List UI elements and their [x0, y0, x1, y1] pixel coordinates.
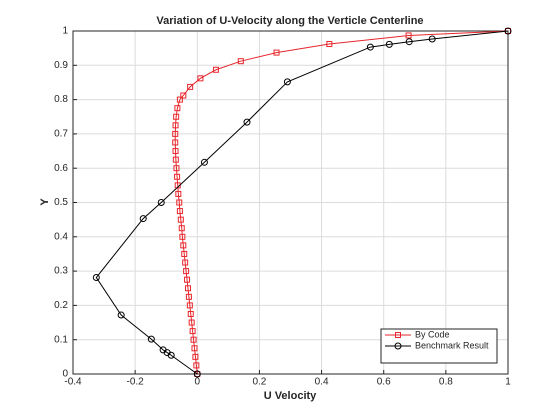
data-point — [183, 268, 190, 275]
data-point — [182, 259, 189, 266]
legend-label: Benchmark Result — [415, 340, 489, 350]
x-tick-label: -0.2 — [127, 377, 145, 388]
x-axis-label: U Velocity — [264, 390, 317, 402]
data-point — [385, 40, 393, 48]
y-tick-label: 0.5 — [54, 197, 68, 208]
data-point — [147, 335, 155, 343]
data-point — [186, 302, 193, 309]
data-point — [273, 49, 280, 56]
data-point — [504, 27, 512, 35]
data-point — [157, 199, 165, 206]
y-tick-label: 0.7 — [54, 129, 68, 140]
data-point — [176, 199, 183, 206]
data-point — [188, 319, 195, 326]
y-tick-label: 0.6 — [54, 163, 68, 174]
data-point — [191, 345, 198, 352]
data-point — [172, 130, 179, 137]
data-point — [181, 250, 188, 257]
data-point — [187, 83, 194, 90]
data-point — [117, 311, 125, 319]
x-tick-label: 1 — [505, 377, 511, 388]
data-point — [283, 78, 291, 86]
legend-marker — [395, 332, 401, 338]
data-point — [173, 113, 180, 120]
data-point — [139, 215, 147, 223]
data-point — [172, 156, 179, 163]
data-point — [193, 362, 200, 369]
data-point — [200, 158, 208, 166]
data-point — [180, 242, 187, 249]
y-tick-label: 0.8 — [54, 94, 68, 105]
legend-marker — [394, 342, 402, 350]
data-point — [405, 32, 412, 39]
x-tick-label: 0.2 — [252, 377, 266, 388]
data-point — [176, 208, 183, 215]
data-point — [175, 190, 182, 197]
x-tick-label: 0.8 — [439, 377, 453, 388]
data-point — [197, 75, 204, 82]
data-point — [193, 370, 201, 378]
data-point — [243, 118, 251, 126]
data-point — [326, 41, 333, 48]
data-point — [185, 293, 192, 300]
x-tick-label: -0.4 — [64, 377, 82, 388]
data-point — [172, 139, 179, 146]
chart-title: Variation of U-Velocity along the Vertic… — [156, 15, 423, 27]
data-point — [428, 35, 436, 43]
y-tick-label: 0.9 — [54, 60, 68, 71]
plot-frame — [72, 30, 509, 375]
data-point — [172, 148, 179, 155]
data-point — [184, 285, 191, 292]
legend-label: By Code — [415, 329, 450, 339]
data-point — [173, 165, 180, 172]
y-tick-label: 0.1 — [54, 334, 68, 345]
data-point — [405, 38, 413, 46]
y-axis-label: Y — [39, 198, 51, 206]
y-tick-label: 0.2 — [54, 300, 68, 311]
y-tick-label: 0 — [62, 369, 68, 380]
data-point — [176, 96, 183, 103]
y-tick-label: 0.4 — [54, 231, 68, 242]
data-point — [172, 122, 179, 129]
data-point — [178, 225, 185, 232]
data-point — [179, 233, 186, 240]
data-point — [180, 92, 187, 99]
data-point — [237, 58, 244, 65]
data-point — [174, 173, 181, 180]
data-point — [190, 336, 197, 343]
data-point — [159, 346, 167, 354]
x-tick-label: 0.4 — [315, 377, 329, 388]
x-tick-label: 0.6 — [377, 377, 391, 388]
data-point — [184, 276, 191, 283]
data-point — [177, 216, 184, 223]
data-point — [189, 328, 196, 335]
data-point — [187, 310, 194, 317]
data-point — [366, 43, 374, 51]
data-point — [92, 274, 100, 282]
data-point — [192, 353, 199, 360]
y-tick-label: 0.3 — [54, 266, 68, 277]
y-tick-label: 1 — [62, 26, 68, 37]
series-line — [174, 30, 509, 375]
data-point — [212, 66, 219, 73]
data-point — [174, 105, 181, 112]
x-tick-label: 0 — [195, 377, 201, 388]
